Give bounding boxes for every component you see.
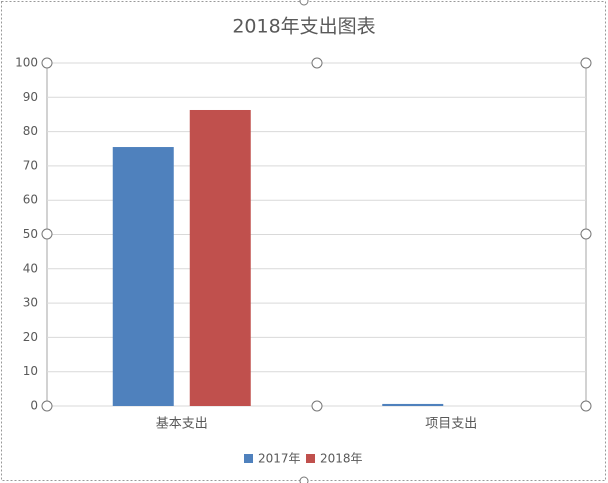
y-tick-label: 40 [23, 261, 38, 275]
legend-swatch [306, 454, 315, 463]
chart-title: 2018年支出图表 [232, 16, 375, 38]
y-tick-label: 60 [23, 193, 38, 207]
handle[interactable] [311, 400, 323, 412]
legend-label: 2017年 [258, 452, 301, 466]
y-tick-label: 50 [23, 227, 38, 241]
legend-swatch [244, 454, 253, 463]
legend-label: 2018年 [320, 452, 363, 466]
handle[interactable] [299, 0, 309, 6]
y-tick-label: 0 [30, 399, 38, 413]
handle[interactable] [41, 400, 53, 412]
x-tick-label: 基本支出 [156, 417, 208, 432]
handle[interactable] [299, 476, 309, 483]
y-tick-label: 30 [23, 296, 38, 310]
y-tick-label: 10 [23, 364, 38, 378]
handle[interactable] [580, 400, 592, 412]
selection-handles [41, 0, 592, 483]
handle[interactable] [311, 57, 323, 69]
y-tick-label: 80 [23, 124, 38, 138]
y-tick-label: 100 [15, 56, 38, 70]
y-tick-label: 90 [23, 90, 38, 104]
bar [112, 147, 174, 406]
handle[interactable] [580, 57, 592, 69]
y-tick-label: 70 [23, 158, 38, 172]
handle[interactable] [580, 228, 592, 240]
handle[interactable] [41, 228, 53, 240]
x-tick-label: 项目支出 [425, 417, 477, 432]
bar [382, 403, 444, 406]
y-tick-label: 20 [23, 330, 38, 344]
handle[interactable] [41, 57, 53, 69]
bar [189, 109, 251, 406]
